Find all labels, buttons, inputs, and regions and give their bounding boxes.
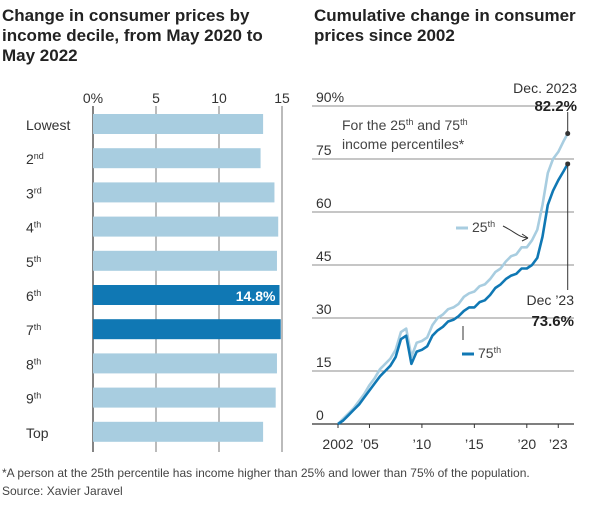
line-chart-subtitle-line1: For the 25th and 75th — [342, 117, 468, 133]
line-x-tick-label: ’10 — [413, 436, 432, 452]
bar-x-tick-label: 0% — [83, 90, 103, 106]
endpoint-marker-25th — [565, 131, 571, 137]
bar — [93, 387, 276, 408]
bar-category-label: Lowest — [26, 117, 70, 133]
bar — [93, 353, 277, 374]
bar — [93, 285, 280, 305]
bar-x-tick-label: 5 — [152, 90, 160, 106]
annotation-25th-value: 82.2% — [534, 98, 577, 115]
bar-category-label: 6th — [26, 288, 41, 304]
line-x-tick-label: 2002 — [322, 436, 353, 452]
bar-chart-title: Change in consumer prices by income deci… — [2, 6, 263, 65]
line-x-tick-label: ’20 — [517, 436, 536, 452]
annotation-75th-value: 73.6% — [531, 313, 574, 330]
annotation-75th-label: Dec ’23 — [527, 292, 575, 308]
line-x-tick-label: ’05 — [360, 436, 379, 452]
line-y-tick-label: 15 — [316, 354, 332, 370]
legend-label-75th: 75th — [478, 345, 501, 361]
bar — [93, 114, 264, 134]
line-x-tick-label: ’15 — [465, 436, 484, 452]
legend-arrow-25th — [502, 225, 529, 239]
line-y-tick-label: 30 — [316, 301, 332, 317]
bar-data-label: 14.8% — [236, 288, 276, 304]
line-chart: 0 15 30 45 60 75 90% 2002 ’05 ’10 ’15 ’20 ’23 For the… — [312, 80, 577, 452]
bar — [93, 250, 277, 271]
bar — [93, 421, 264, 442]
line-y-tick-label: 75 — [316, 142, 332, 158]
bar-category-label: 3rd — [26, 185, 42, 201]
bar-category-label: Top — [26, 425, 49, 441]
line-x-tick-label: ’23 — [549, 436, 568, 452]
line-chart-title: Cumulative change in consumer prices sin… — [314, 6, 576, 45]
line-y-tick-label: 60 — [316, 195, 332, 211]
bar — [93, 148, 261, 169]
series-25th-line — [337, 132, 569, 425]
bar-x-tick-label: 15 — [274, 90, 290, 106]
bar-category-label: 8th — [26, 356, 41, 372]
bar — [93, 182, 275, 203]
bar-x-tick-label: 10 — [211, 90, 227, 106]
line-y-tick-label: 0 — [316, 407, 324, 423]
series-75th-line — [337, 163, 569, 426]
line-y-tick-label: 90% — [316, 89, 344, 105]
line-chart-subtitle-line2: income percentiles* — [342, 136, 465, 152]
bar-category-label: 2nd — [26, 151, 44, 167]
line-y-tick-label: 45 — [316, 248, 332, 264]
bar-category-label: 5th — [26, 254, 41, 270]
bar-chart: 0% 5 10 15 Lowest 2nd 3rd 4th 5th 6th 7th 8th 9th Top… — [26, 90, 290, 452]
bar-category-label: 7th — [26, 322, 41, 338]
legend-label-25th: 25th — [472, 219, 495, 235]
bar — [93, 216, 279, 237]
annotation-25th-label: Dec. 2023 — [513, 80, 577, 96]
bar-category-label: 9th — [26, 391, 41, 407]
legend-arrowhead-25th — [521, 233, 529, 242]
bar — [93, 319, 281, 340]
source-note: Source: Xavier Jaravel — [2, 484, 123, 498]
footnote: *A person at the 25th percentile has inc… — [2, 466, 530, 480]
endpoint-marker-75th — [565, 161, 571, 167]
bar-category-label: 4th — [26, 220, 41, 236]
